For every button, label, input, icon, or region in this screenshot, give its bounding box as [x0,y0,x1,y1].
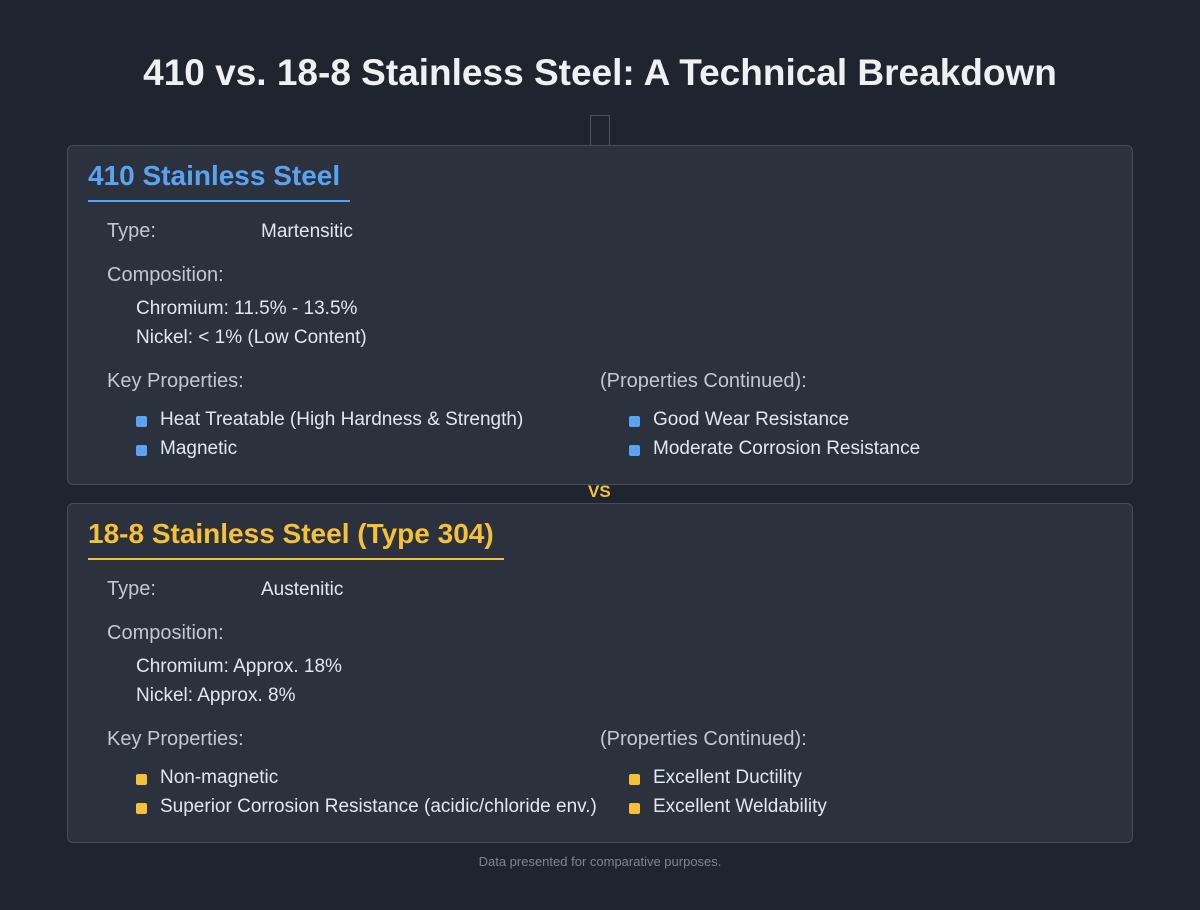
composition-item: Chromium: 11.5% - 13.5% [136,298,358,319]
properties-continued-label: (Properties Continued): [600,370,807,392]
composition-label: Composition: [107,622,224,644]
property-item: Magnetic [135,438,238,459]
title: 410 vs. 18-8 Stainless Steel: A Technica… [143,52,1057,93]
connector [590,115,610,146]
material-card: 410 Stainless Steel Type: Martensitic Compo… [67,145,1133,485]
type-value: Martensitic [261,221,353,242]
composition-label: Composition: [107,264,224,286]
composition-item: Nickel: Approx. 8% [136,685,296,706]
type-value: Austenitic [261,579,344,600]
card-title: 410 Stainless Steel [88,160,351,202]
type-label: Type: [107,220,156,242]
properties-label: Key Properties: [107,728,244,750]
vs-label: VS [588,482,611,501]
property-item: Excellent Ductility [629,767,802,788]
type-label: Type: [107,578,156,600]
card-title: 18-8 Stainless Steel (Type 304) [88,518,504,560]
property-item: Superior Corrosion Resistance (acidic/ch… [136,796,597,817]
property-item: Good Wear Resistance [628,409,850,430]
composition-item: Chromium: Approx. 18% [136,656,342,677]
material-card: 18-8 Stainless Steel (Type 304) Type: Aust… [67,503,1133,843]
footer-note: Data presented for comparative purposes. [478,854,722,869]
properties-label: Key Properties: [107,370,244,392]
composition-item: Nickel: < 1% (Low Content) [136,327,367,348]
property-item: Moderate Corrosion Resistance [628,438,921,459]
property-item: Heat Treatable (High Hardness & Strength… [135,409,524,430]
property-item: Excellent Weldability [629,796,827,817]
property-item: Non-magnetic [135,767,279,788]
properties-continued-label: (Properties Continued): [600,728,807,750]
